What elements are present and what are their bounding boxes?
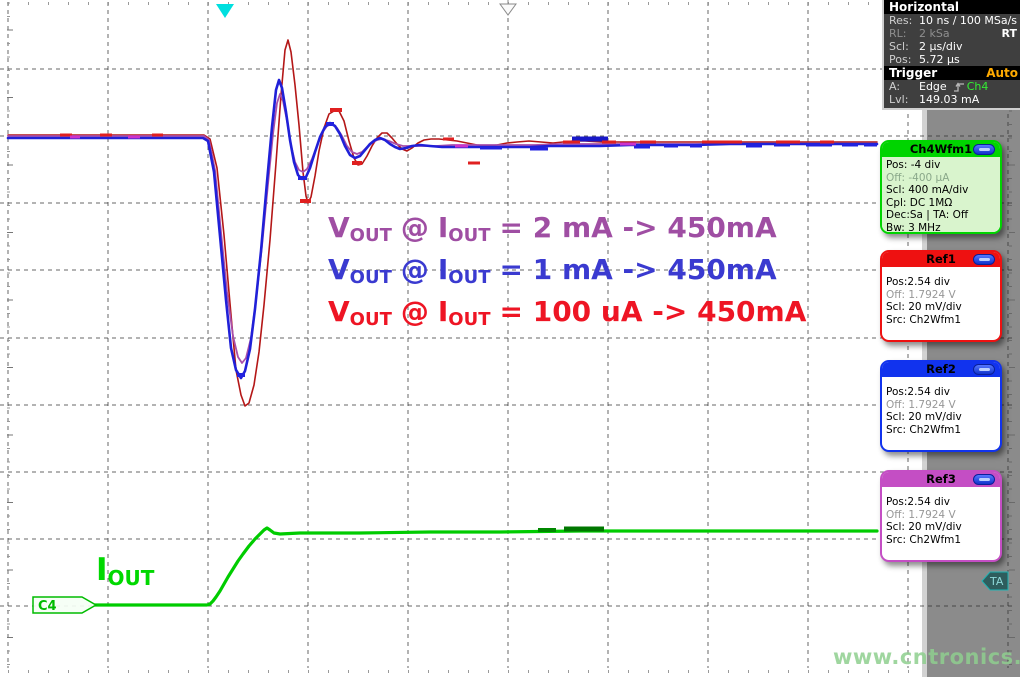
badge-row: Pos:2.54 div [886,276,950,288]
badge-header[interactable]: Ref2 [882,362,1000,377]
annotation-vout-1ma: VOUT @ IOUT = 1 mA -> 450mA [328,253,777,288]
trigger-source-channel: Ch4 [966,80,989,93]
badge-row: Src: Ch2Wfm1 [886,533,962,546]
badge-row: Dec:Sa | TA: Off [886,209,969,222]
badge-header[interactable]: Ref1 [882,252,1000,267]
badge-title: Ref1 [926,252,956,266]
trace-iout-current [93,526,879,607]
badge-row: Off: -400 µA [886,171,950,184]
waveform-badge-ref2[interactable]: Ref2 Pos:2.54 div Off: 1.7924 V Scl: 20 mV/… [880,360,1002,452]
minimize-button[interactable] [973,474,995,485]
horizontal-trigger-panel[interactable]: Horizontal Res: 10 ns / 100 MSa/s RL: 2 … [882,0,1020,110]
badge-header[interactable]: Ref3 [882,472,1000,487]
graticule-ticks [7,2,1015,673]
watermark: www.cntronics.com [833,645,1020,669]
badge-row: Cpl: DC 1MΩ [886,196,953,209]
resolution-row: Res: 10 ns / 100 MSa/s [889,14,1018,27]
badge-body: Pos:2.54 div Off: 1.7924 V Scl: 20 mV/div S… [882,377,1000,440]
channel4-trace-label-text: C4 [38,599,57,614]
badge-row: Off: 1.7924 V [886,398,956,411]
badge-row: Pos:2.54 div [886,496,950,508]
badge-row: Off: 1.7924 V [886,508,956,521]
minimize-button[interactable] [973,364,995,375]
minimize-button[interactable] [973,254,995,265]
badge-title: Ch4Wfm1 [909,142,973,156]
trigger-mode-badge: Auto [986,66,1018,80]
badge-row: Pos:2.54 div [886,386,950,398]
trigger-source-row: A: Edge Ch4 [889,80,989,93]
record-length-row: RL: 2 kSa RT [889,27,1017,40]
timebase-position-row: Pos: 5.72 µs [889,53,960,66]
badge-header[interactable]: Ch4Wfm1 [882,142,1000,157]
minimize-icon [979,148,990,151]
trace-vout-1ma-to-450ma [6,78,879,380]
iout-trace-label: IOUT [96,552,155,590]
rising-edge-icon [953,81,964,92]
trigger-position-marker[interactable] [216,4,234,18]
minimize-button[interactable] [973,144,995,155]
trigger-armed-tag-text: TA [989,575,1004,588]
badge-row: Scl: 20 mV/div [886,301,962,314]
badge-row: Bw: 3 MHz [886,221,941,234]
badge-title: Ref2 [926,362,956,376]
badge-body: Pos: -4 div Off: -400 µA Scl: 400 mA/div Cp… [882,157,1000,234]
annotation-vout-100ua: VOUT @ IOUT = 100 uA -> 450mA [328,295,807,330]
horizontal-panel-title: Horizontal [884,0,1020,14]
annotation-vout-2ma: VOUT @ IOUT = 2 mA -> 450mA [328,211,777,246]
waveform-badge-ref1[interactable]: Ref1 Pos:2.54 div Off: 1.7924 V Scl: 20 mV/… [880,250,1002,342]
badge-row: Scl: 20 mV/div [886,411,962,424]
waveform-badge-ch4wfm1[interactable]: Ch4Wfm1 Pos: -4 div Off: -400 µA Scl: 400 m… [880,140,1002,234]
badge-row: Pos: -4 div [886,159,941,171]
badge-title: Ref3 [926,472,956,486]
channel4-trace-label[interactable] [32,596,98,614]
minimize-icon [979,478,990,481]
badge-row: Off: 1.7924 V [886,288,956,301]
badge-body: Pos:2.54 div Off: 1.7924 V Scl: 20 mV/div S… [882,267,1000,330]
waveform-badge-ref3[interactable]: Ref3 Pos:2.54 div Off: 1.7924 V Scl: 20 mV/… [880,470,1002,562]
reference-point-marker [499,3,517,16]
badge-row: Src: Ch2Wfm1 [886,423,962,436]
badge-row: Scl: 400 mA/div [886,184,969,197]
trigger-level-row: Lvl: 149.03 mA [889,93,980,106]
realtime-badge: RT [1001,27,1017,40]
minimize-icon [979,368,990,371]
trigger-armed-tag [981,571,1009,591]
minimize-icon [979,258,990,261]
badge-row: Src: Ch2Wfm1 [886,313,962,326]
badge-body: Pos:2.54 div Off: 1.7924 V Scl: 20 mV/div S… [882,487,1000,550]
trigger-panel-title: Trigger Auto [884,66,1020,80]
timebase-scale-row: Scl: 2 µs/div [889,40,963,53]
badge-row: Scl: 20 mV/div [886,521,962,534]
